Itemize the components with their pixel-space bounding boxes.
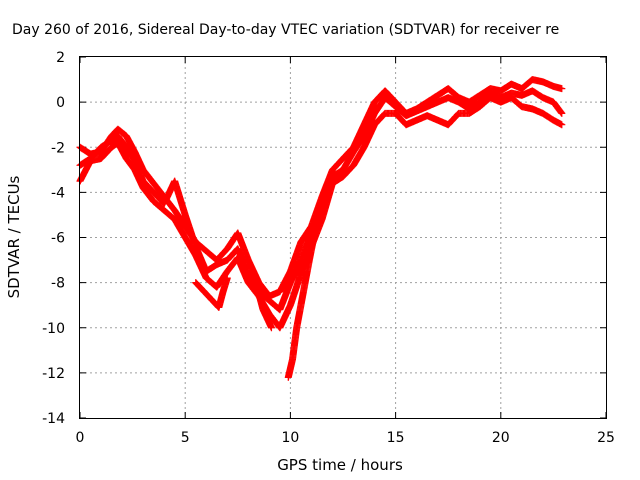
data-marks bbox=[76, 76, 566, 381]
x-axis-label: GPS time / hours bbox=[277, 456, 403, 474]
y-tick-label: -8 bbox=[51, 276, 65, 292]
x-tick-label: 15 bbox=[387, 430, 405, 446]
trace-5 bbox=[284, 202, 326, 381]
y-tick-label: -2 bbox=[51, 140, 65, 156]
y-tick-label: -6 bbox=[51, 231, 65, 247]
chart-title: Day 260 of 2016, Sidereal Day-to-day VTE… bbox=[12, 22, 559, 38]
data-point bbox=[558, 109, 566, 117]
data-point bbox=[558, 121, 566, 129]
x-tick-label: 5 bbox=[181, 430, 190, 446]
x-tick-label: 0 bbox=[76, 430, 85, 446]
x-tick-label: 10 bbox=[281, 430, 299, 446]
x-tick-label: 20 bbox=[492, 430, 510, 446]
data-point bbox=[267, 324, 275, 332]
y-tick-label: -4 bbox=[51, 185, 65, 201]
y-tick-label: 0 bbox=[56, 95, 65, 111]
data-point bbox=[318, 202, 326, 210]
data-point bbox=[558, 85, 566, 93]
y-tick-label: 2 bbox=[56, 50, 65, 66]
y-axis-label: SDTVAR / TECUs bbox=[5, 175, 23, 298]
trace-4 bbox=[255, 290, 275, 332]
y-tick-label: -10 bbox=[42, 321, 65, 337]
axis-ticks: 0 5 10 15 20 25 -14 -12 -10 -8 -6 -4 -2 0 2 bbox=[42, 50, 615, 446]
data-point bbox=[223, 274, 231, 282]
y-tick-label: -14 bbox=[42, 411, 65, 427]
trace-2 bbox=[76, 94, 566, 332]
plot-frame bbox=[79, 56, 607, 419]
y-tick-label: -12 bbox=[42, 366, 65, 382]
x-tick-label: 25 bbox=[597, 430, 615, 446]
trace-3 bbox=[192, 274, 231, 311]
